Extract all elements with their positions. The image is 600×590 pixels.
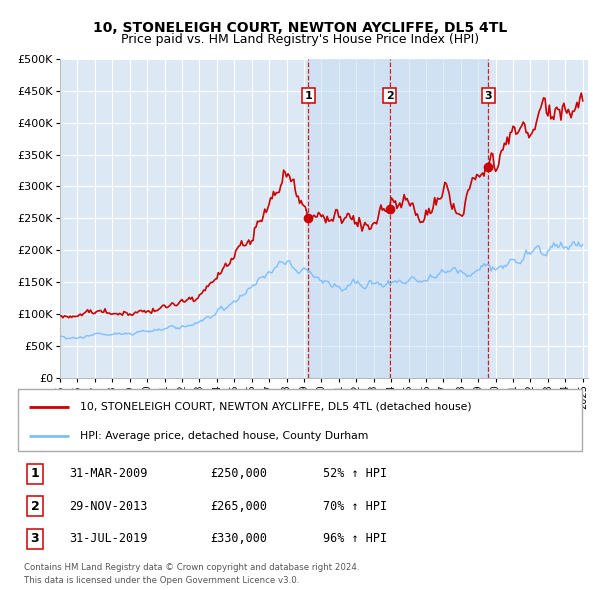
- Text: Contains HM Land Registry data © Crown copyright and database right 2024.: Contains HM Land Registry data © Crown c…: [23, 563, 359, 572]
- Text: 10, STONELEIGH COURT, NEWTON AYCLIFFE, DL5 4TL: 10, STONELEIGH COURT, NEWTON AYCLIFFE, D…: [93, 21, 507, 35]
- Bar: [308, 59, 389, 378]
- Text: 31-JUL-2019: 31-JUL-2019: [69, 532, 147, 545]
- Text: 70% ↑ HPI: 70% ↑ HPI: [323, 500, 386, 513]
- Text: 31-MAR-2009: 31-MAR-2009: [69, 467, 147, 480]
- Text: 1: 1: [31, 467, 39, 480]
- Text: 2: 2: [31, 500, 39, 513]
- Text: 29-NOV-2013: 29-NOV-2013: [69, 500, 147, 513]
- Text: 96% ↑ HPI: 96% ↑ HPI: [323, 532, 386, 545]
- Text: 2: 2: [386, 91, 394, 101]
- Text: £265,000: £265,000: [210, 500, 267, 513]
- Text: £250,000: £250,000: [210, 467, 267, 480]
- Text: 10, STONELEIGH COURT, NEWTON AYCLIFFE, DL5 4TL (detached house): 10, STONELEIGH COURT, NEWTON AYCLIFFE, D…: [80, 402, 472, 412]
- Text: 52% ↑ HPI: 52% ↑ HPI: [323, 467, 386, 480]
- Text: 1: 1: [304, 91, 312, 101]
- Text: HPI: Average price, detached house, County Durham: HPI: Average price, detached house, Coun…: [80, 431, 368, 441]
- FancyBboxPatch shape: [18, 389, 582, 451]
- Text: 3: 3: [31, 532, 39, 545]
- Bar: [389, 59, 488, 378]
- Text: £330,000: £330,000: [210, 532, 267, 545]
- Text: This data is licensed under the Open Government Licence v3.0.: This data is licensed under the Open Gov…: [23, 576, 299, 585]
- Text: 3: 3: [485, 91, 492, 101]
- Text: Price paid vs. HM Land Registry's House Price Index (HPI): Price paid vs. HM Land Registry's House …: [121, 33, 479, 46]
